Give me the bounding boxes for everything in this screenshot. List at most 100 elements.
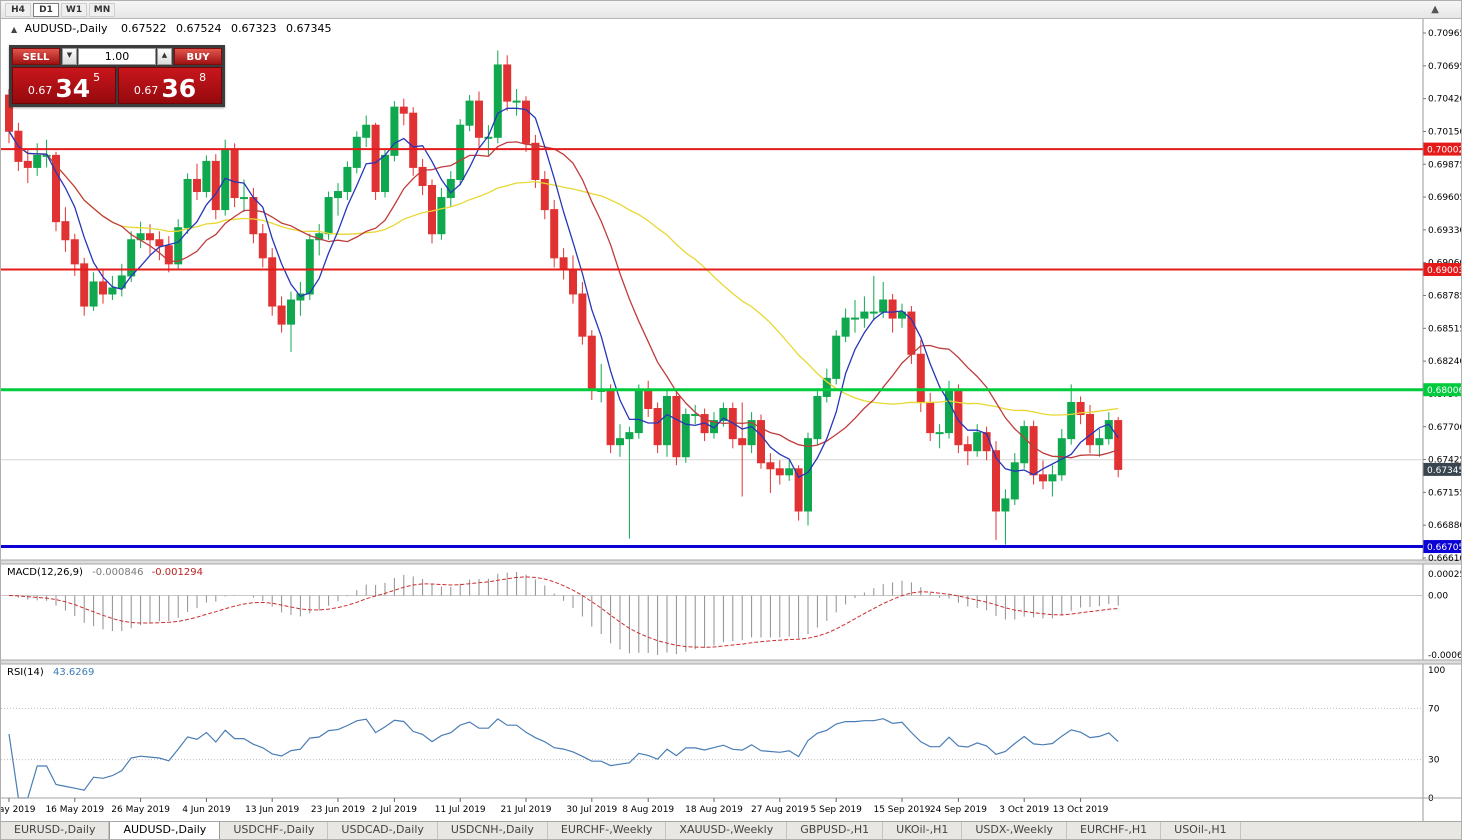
chart-tab-gbpusd-h1[interactable]: GBPUSD-,H1 [787, 822, 884, 839]
svg-text:0.69875: 0.69875 [1428, 160, 1462, 170]
timeframe-button-d1[interactable]: D1 [33, 2, 59, 17]
price-scale[interactable]: 0.70965 0.70695 0.70420 0.70150 0.69875 0.696… [1423, 29, 1462, 804]
svg-text:70: 70 [1428, 704, 1440, 714]
level-badge-0.70002 [1423, 142, 1461, 156]
svg-text:0.68515: 0.68515 [1428, 324, 1462, 334]
svg-text:27 Aug 2019: 27 Aug 2019 [751, 805, 809, 815]
rsi-value: 43.6269 [52, 667, 95, 678]
macd-main-value: -0.000846 [92, 567, 144, 578]
chart-tab-eurusd-daily[interactable]: EURUSD-,Daily [1, 822, 110, 839]
moving-averages-layer [8, 107, 1119, 479]
svg-text:24 Sep 2019: 24 Sep 2019 [930, 805, 987, 815]
svg-text:0.70695: 0.70695 [1428, 62, 1462, 72]
svg-text:0.70420: 0.70420 [1428, 95, 1462, 105]
svg-text:100: 100 [1428, 666, 1445, 676]
ma-line-13 [8, 130, 1119, 459]
svg-text:0.66705: 0.66705 [1427, 543, 1462, 553]
price-chart-svg[interactable]: 0.70965 0.70695 0.70420 0.70150 0.69875 0.696… [1, 19, 1462, 823]
svg-text:0.68785: 0.68785 [1428, 292, 1462, 302]
pane-divider-2[interactable] [1, 660, 1462, 664]
svg-text:0.68006: 0.68006 [1427, 386, 1462, 396]
sell-price-big: 34 [55, 74, 91, 103]
buy-button[interactable]: BUY [174, 48, 222, 65]
rsi-line [8, 718, 1119, 799]
chart-symbol-label: AUDUSD-,Daily [24, 22, 108, 35]
macd-pane [1, 572, 1423, 655]
sell-price-prefix: 0.67 [27, 84, 53, 97]
buy-price-prefix: 0.67 [133, 84, 159, 97]
svg-text:16 May 2019: 16 May 2019 [45, 805, 104, 815]
timeframe-button-mn[interactable]: MN [89, 2, 115, 17]
macd-signal-line [8, 576, 1119, 648]
svg-text:0.00: 0.00 [1428, 592, 1448, 602]
svg-text:5 Sep 2019: 5 Sep 2019 [811, 805, 863, 815]
ohlc-high: 0.67524 [176, 22, 222, 35]
svg-text:13 Jun 2019: 13 Jun 2019 [245, 805, 299, 815]
macd-indicator-label: MACD(12,26,9) -0.000846 -0.001294 [7, 567, 203, 578]
svg-text:0.67700: 0.67700 [1428, 423, 1462, 433]
collapse-panel-icon[interactable]: ▲ [11, 25, 18, 34]
ohlc-close: 0.67345 [286, 22, 332, 35]
svg-text:0.69330: 0.69330 [1428, 226, 1462, 236]
ma-line-34 [8, 130, 1119, 416]
chart-tab-eurchf-weekly[interactable]: EURCHF-,Weekly [548, 822, 667, 839]
sell-price-sup: 5 [93, 71, 101, 84]
chart-tab-usdchf-daily[interactable]: USDCHF-,Daily [220, 822, 329, 839]
sell-button[interactable]: SELL [12, 48, 60, 65]
svg-text:0: 0 [1428, 794, 1434, 804]
rsi-pane [1, 707, 1423, 799]
one-click-trading-panel: SELL ▼ 1.00 ▲ BUY 0.67 34 5 0.67 36 8 [9, 45, 225, 107]
macd-name: MACD(12,26,9) [7, 567, 83, 578]
svg-text:15 Sep 2019: 15 Sep 2019 [873, 805, 930, 815]
level-badge-0.66705 [1423, 540, 1461, 554]
ma-line-5 [8, 107, 1119, 479]
svg-text:0.67155: 0.67155 [1428, 488, 1462, 498]
volume-down-icon[interactable]: ▼ [62, 48, 77, 65]
chart-tab-audusd-daily[interactable]: AUDUSD-,Daily [109, 822, 221, 839]
sell-price-box[interactable]: 0.67 34 5 [12, 67, 116, 104]
time-scale[interactable]: 7 May 2019 16 May 2019 26 May 2019 4 Jun 20… [1, 797, 1462, 815]
pane-divider-1[interactable] [1, 560, 1462, 564]
chart-tab-usoil-h1[interactable]: USOil-,H1 [1161, 822, 1241, 839]
svg-text:0.0002574: 0.0002574 [1428, 570, 1462, 580]
svg-text:0.67425: 0.67425 [1428, 456, 1462, 466]
svg-text:21 Jul 2019: 21 Jul 2019 [501, 805, 552, 815]
svg-text:0.69003: 0.69003 [1427, 266, 1462, 276]
rsi-name: RSI(14) [7, 667, 44, 678]
svg-text:7 May 2019: 7 May 2019 [1, 805, 36, 815]
chart-tab-xauusd-weekly[interactable]: XAUUSD-,Weekly [666, 822, 788, 839]
macd-signal-value: -0.001294 [151, 567, 203, 578]
chart-tab-usdx-weekly[interactable]: USDX-,Weekly [962, 822, 1068, 839]
svg-text:0.70965: 0.70965 [1428, 29, 1462, 39]
svg-text:13 Oct 2019: 13 Oct 2019 [1053, 805, 1109, 815]
svg-text:0.68240: 0.68240 [1428, 357, 1462, 367]
svg-text:30 Jul 2019: 30 Jul 2019 [566, 805, 617, 815]
svg-text:-0.0006326: -0.0006326 [1428, 651, 1462, 661]
timeframe-button-h4[interactable]: H4 [5, 2, 31, 17]
buy-price-sup: 8 [199, 71, 207, 84]
volume-stepper: ▼ 1.00 ▲ [62, 48, 172, 65]
buy-price-box[interactable]: 0.67 36 8 [118, 67, 222, 104]
chart-tab-usdcnh-daily[interactable]: USDCNH-,Daily [438, 822, 548, 839]
chevron-up-icon[interactable]: ▲ [1431, 4, 1439, 15]
svg-text:30: 30 [1428, 756, 1440, 766]
ohlc-low: 0.67323 [231, 22, 277, 35]
chart-region[interactable]: ▲ AUDUSD-,Daily 0.67522 0.67524 0.67323 … [1, 19, 1462, 823]
timeframe-button-w1[interactable]: W1 [61, 2, 87, 17]
chart-tab-eurchf-h1[interactable]: EURCHF-,H1 [1067, 822, 1162, 839]
svg-text:26 May 2019: 26 May 2019 [111, 805, 170, 815]
svg-text:0.70150: 0.70150 [1428, 127, 1462, 137]
svg-text:0.66610: 0.66610 [1428, 554, 1462, 564]
svg-text:0.66880: 0.66880 [1428, 521, 1462, 531]
chart-title: ▲ AUDUSD-,Daily 0.67522 0.67524 0.67323 … [11, 22, 338, 35]
svg-text:8 Aug 2019: 8 Aug 2019 [622, 805, 674, 815]
volume-up-icon[interactable]: ▲ [157, 48, 172, 65]
chart-tab-bar: EURUSD-,Daily AUDUSD-,Daily USDCHF-,Daily U… [1, 821, 1461, 839]
chart-tab-ukoil-h1[interactable]: UKOil-,H1 [883, 822, 963, 839]
timeframe-toolbar: H4 D1 W1 MN ▲ [1, 1, 1461, 19]
volume-input[interactable]: 1.00 [78, 48, 156, 65]
chart-tab-usdcad-daily[interactable]: USDCAD-,Daily [328, 822, 438, 839]
timeframe-buttons: H4 D1 W1 MN [3, 2, 115, 17]
svg-text:23 Jun 2019: 23 Jun 2019 [311, 805, 365, 815]
